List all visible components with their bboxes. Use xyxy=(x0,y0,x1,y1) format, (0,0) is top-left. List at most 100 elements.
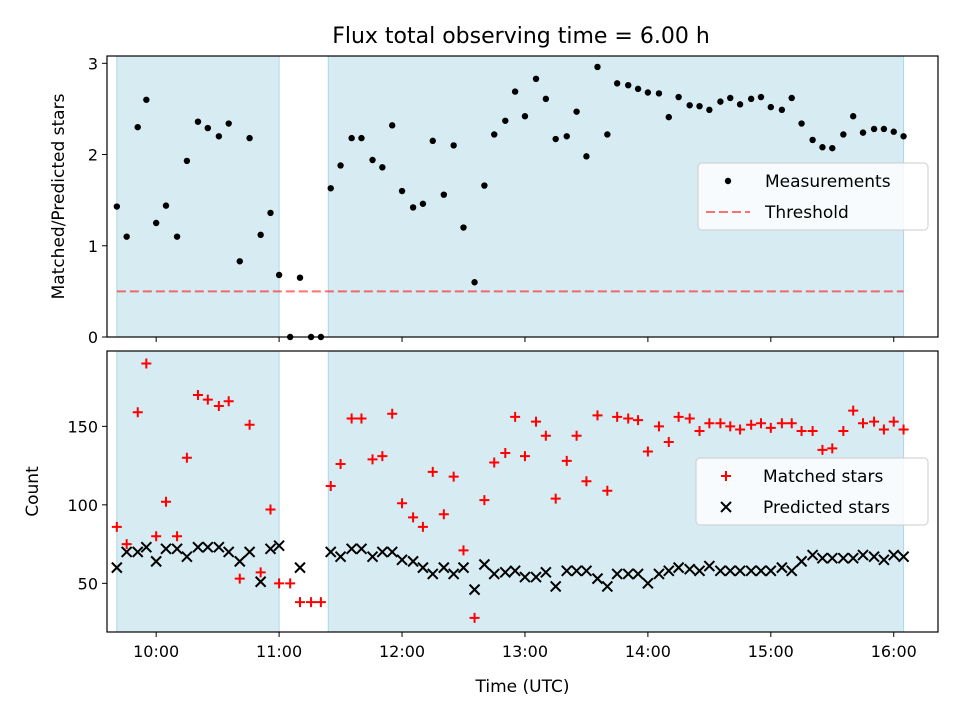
data-point xyxy=(274,578,285,589)
data-point xyxy=(429,137,436,145)
data-point xyxy=(236,258,243,265)
data-point xyxy=(172,531,183,542)
data-point xyxy=(204,124,212,132)
data-point xyxy=(776,561,788,574)
x-tick-label: 10:00 xyxy=(133,642,179,661)
data-point xyxy=(265,504,276,515)
data-point xyxy=(765,422,776,433)
data-point xyxy=(611,568,623,580)
data-point xyxy=(693,565,706,577)
data-point xyxy=(234,573,245,584)
data-point xyxy=(225,120,232,127)
data-point xyxy=(499,566,511,579)
data-point xyxy=(202,541,214,553)
data-point xyxy=(141,358,152,369)
data-point xyxy=(734,565,746,577)
data-point xyxy=(714,565,727,577)
data-point xyxy=(655,90,663,97)
data-point xyxy=(335,459,346,470)
data-point xyxy=(900,133,907,140)
data-point xyxy=(550,493,561,504)
data-point xyxy=(788,94,795,102)
data-point xyxy=(192,541,204,553)
data-point xyxy=(817,444,828,455)
data-point xyxy=(267,209,274,217)
data-point xyxy=(396,554,408,566)
data-point xyxy=(134,123,141,131)
legend: Matched stars Predicted stars xyxy=(695,457,929,526)
data-point xyxy=(837,552,850,564)
data-point xyxy=(151,531,162,542)
data-point xyxy=(376,546,389,558)
y-tick-label: 50 xyxy=(78,574,98,593)
data-point xyxy=(111,561,123,574)
data-point xyxy=(888,416,899,427)
chart-title: Flux total observing time = 6.00 h xyxy=(332,24,710,49)
data-point xyxy=(778,106,786,114)
data-point xyxy=(440,191,448,198)
data-point xyxy=(447,568,460,580)
data-point xyxy=(531,416,542,427)
legend-label: Predicted stars xyxy=(763,498,890,518)
data-point xyxy=(530,571,542,583)
data-point xyxy=(296,274,304,281)
data-point xyxy=(334,550,347,563)
data-point xyxy=(765,565,777,577)
data-point xyxy=(757,93,765,101)
data-point xyxy=(489,457,500,468)
data-point xyxy=(807,426,818,437)
data-point xyxy=(246,134,253,142)
data-point xyxy=(735,424,746,435)
legend-label: Measurements xyxy=(765,172,891,192)
data-point xyxy=(132,407,143,418)
data-point xyxy=(642,446,653,457)
data-point xyxy=(160,543,172,555)
y-tick-label: 100 xyxy=(67,496,98,515)
data-point xyxy=(745,565,757,577)
data-point xyxy=(356,413,367,424)
data-point xyxy=(173,233,181,240)
data-point xyxy=(315,597,326,608)
data-point xyxy=(469,612,480,623)
data-point xyxy=(255,567,266,578)
data-point xyxy=(796,426,807,437)
data-point xyxy=(181,452,192,463)
data-point xyxy=(450,142,457,149)
data-point xyxy=(736,101,744,108)
data-point xyxy=(594,63,601,71)
data-point xyxy=(162,202,170,209)
data-point xyxy=(448,471,459,482)
data-point xyxy=(675,93,682,101)
data-point xyxy=(602,485,613,496)
data-point xyxy=(150,555,162,568)
data-point xyxy=(325,546,337,558)
data-point xyxy=(694,426,705,437)
data-point xyxy=(181,550,193,563)
data-point xyxy=(573,108,580,115)
data-point xyxy=(601,580,614,593)
data-point xyxy=(826,552,838,564)
data-point xyxy=(755,418,766,429)
data-point xyxy=(348,134,355,142)
data-point xyxy=(355,543,368,555)
data-point xyxy=(244,419,255,430)
data-point xyxy=(663,565,675,577)
data-point xyxy=(519,451,530,462)
data-point xyxy=(481,182,488,189)
data-point xyxy=(478,558,491,571)
data-point xyxy=(121,539,132,550)
data-point xyxy=(417,521,428,532)
data-point xyxy=(715,418,726,429)
legend-marker-measurements xyxy=(724,177,732,185)
data-point xyxy=(613,80,621,87)
data-point xyxy=(869,416,880,427)
data-point xyxy=(257,231,264,239)
data-point xyxy=(634,85,642,93)
data-point xyxy=(673,411,684,422)
series-measurements xyxy=(113,63,907,341)
data-point xyxy=(111,521,122,532)
data-point xyxy=(438,509,449,520)
data-point xyxy=(868,550,880,563)
data-point xyxy=(816,552,829,564)
